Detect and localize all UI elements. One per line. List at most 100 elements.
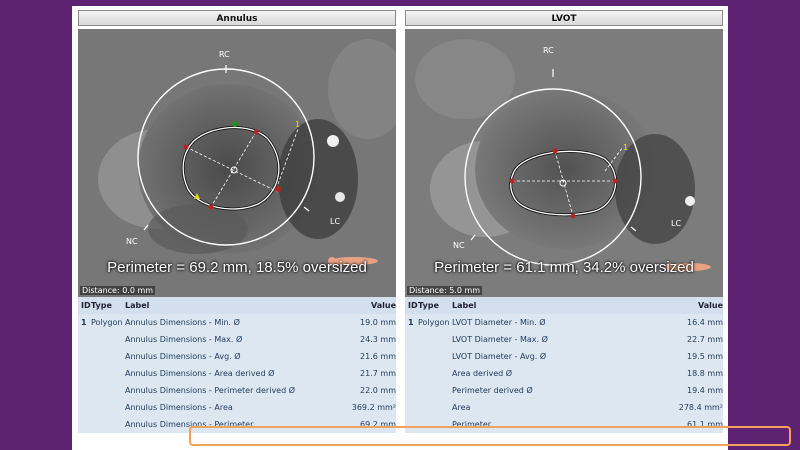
table-row[interactable]: Annulus Dimensions - Avg. Ø 21.6 mm	[78, 348, 396, 365]
cell-label: LVOT Diameter - Min. Ø	[452, 318, 546, 327]
perimeter-row-highlight	[189, 426, 791, 446]
header-id[interactable]: ID	[408, 301, 418, 310]
table-row[interactable]: Perimeter derived Ø 19.4 mm	[405, 382, 723, 399]
annulus-ct-image	[78, 29, 396, 297]
distance-readout: Distance: 5.0 mm	[407, 286, 483, 295]
table-row[interactable]: Perimeter 61.1 mm	[405, 416, 723, 433]
cell-value: 21.7 mm	[360, 369, 396, 378]
table-row[interactable]: Annulus Dimensions - Perimeter derived Ø…	[78, 382, 396, 399]
cell-value: 19.0 mm	[360, 318, 396, 327]
annulus-panel: Annulus	[78, 10, 396, 446]
cell-type	[418, 382, 452, 399]
rc-marker: RC	[219, 50, 230, 59]
table-row[interactable]: Annulus Dimensions - Perimeter 69.2 mm	[78, 416, 396, 433]
slide-canvas: Annulus	[72, 6, 791, 450]
cell-value: 18.8 mm	[687, 369, 723, 378]
header-value[interactable]: Value	[697, 301, 723, 310]
cell-id	[78, 365, 91, 382]
cell-value: 61.1 mm	[687, 420, 723, 429]
header-label[interactable]: Label	[452, 301, 477, 310]
cell-value: 16.4 mm	[687, 318, 723, 327]
cell-type	[91, 382, 125, 399]
header-label[interactable]: Label	[125, 301, 150, 310]
cell-value: 278.4 mm²	[678, 403, 723, 412]
cell-type	[418, 348, 452, 365]
cell-type: Polygon	[91, 318, 123, 327]
table-row[interactable]: Area 278.4 mm²	[405, 399, 723, 416]
cell-type	[91, 348, 125, 365]
cell-type: Polygon	[418, 318, 450, 327]
cell-value: 22.7 mm	[687, 335, 723, 344]
nc-marker: NC	[126, 237, 138, 246]
table-row[interactable]: 1 Polygon Annulus Dimensions - Min. Ø 19.0 …	[78, 314, 396, 331]
cell-label: Perimeter derived Ø	[452, 386, 533, 395]
table-row[interactable]: 1 Polygon LVOT Diameter - Min. Ø 16.4 mm	[405, 314, 723, 331]
table-header: ID Type Label Value	[78, 297, 396, 314]
cell-id	[78, 399, 91, 416]
table-row[interactable]: Annulus Dimensions - Max. Ø 24.3 mm	[78, 331, 396, 348]
table-row[interactable]: LVOT Diameter - Avg. Ø 19.5 mm	[405, 348, 723, 365]
measurement-1-marker[interactable]: 1	[295, 120, 301, 129]
distance-readout: Distance: 0.0 mm	[80, 286, 156, 295]
nc-marker: NC	[453, 241, 465, 250]
cell-id	[78, 331, 91, 348]
perimeter-caption: Perimeter = 61.1 mm, 34.2% oversized	[434, 259, 694, 276]
table-row[interactable]: Annulus Dimensions - Area derived Ø 21.7 …	[78, 365, 396, 382]
cell-id	[78, 348, 91, 365]
cell-value: 369.2 mm²	[351, 403, 396, 412]
cell-label: Annulus Dimensions - Max. Ø	[125, 335, 243, 344]
cell-type	[418, 331, 452, 348]
cell-id	[405, 365, 418, 382]
annulus-panel-title: Annulus	[78, 10, 396, 26]
cell-label: LVOT Diameter - Avg. Ø	[452, 352, 547, 361]
cell-label: Annulus Dimensions - Area	[125, 403, 233, 412]
cell-type	[91, 416, 125, 433]
table-header: ID Type Label Value	[405, 297, 723, 314]
cell-value: 22.0 mm	[360, 386, 396, 395]
cell-value: 19.4 mm	[687, 386, 723, 395]
header-type[interactable]: Type	[418, 301, 439, 310]
cell-label: Annulus Dimensions - Perimeter	[125, 420, 254, 429]
lvot-measurements-table: ID Type Label Value 1 Polygon LVOT Diamete…	[405, 297, 723, 433]
cell-type	[91, 399, 125, 416]
table-row[interactable]: LVOT Diameter - Max. Ø 22.7 mm	[405, 331, 723, 348]
cell-type	[91, 365, 125, 382]
perimeter-caption: Perimeter = 69.2 mm, 18.5% oversized	[107, 259, 367, 276]
cell-id	[78, 382, 91, 399]
lvot-panel-title: LVOT	[405, 10, 723, 26]
annulus-ct-view[interactable]: RC NC LC 1 Perimeter = 69.2 mm, 18.5% ov…	[78, 29, 396, 297]
cell-id	[405, 348, 418, 365]
table-row[interactable]: Annulus Dimensions - Area 369.2 mm²	[78, 399, 396, 416]
cell-label: LVOT Diameter - Max. Ø	[452, 335, 548, 344]
cell-value: 19.5 mm	[687, 352, 723, 361]
lvot-ct-view[interactable]: RC NC LC 1 Perimeter = 61.1 mm, 34.2% ov…	[405, 29, 723, 297]
cell-label: Annulus Dimensions - Perimeter derived Ø	[125, 386, 296, 395]
cell-type	[418, 365, 452, 382]
cell-label: Annulus Dimensions - Min. Ø	[125, 318, 240, 327]
cell-label: Area derived Ø	[452, 369, 513, 378]
cell-value: 24.3 mm	[360, 335, 396, 344]
header-type[interactable]: Type	[91, 301, 112, 310]
cell-label: Area	[452, 403, 471, 412]
cell-id	[405, 331, 418, 348]
cell-id	[405, 399, 418, 416]
cell-id	[405, 382, 418, 399]
cell-id	[78, 416, 91, 433]
cell-id: 1	[408, 318, 414, 327]
cell-id: 1	[81, 318, 87, 327]
cell-label: Annulus Dimensions - Avg. Ø	[125, 352, 241, 361]
lvot-panel: LVOT	[405, 10, 723, 446]
lvot-ct-image	[405, 29, 723, 297]
measurement-1-marker[interactable]: 1	[623, 143, 629, 152]
rc-marker: RC	[543, 46, 554, 55]
cell-label: Annulus Dimensions - Area derived Ø	[125, 369, 275, 378]
annulus-measurements-table: ID Type Label Value 1 Polygon Annulus Dime…	[78, 297, 396, 433]
lc-marker: LC	[671, 219, 682, 228]
header-value[interactable]: Value	[370, 301, 396, 310]
cell-type	[418, 399, 452, 416]
header-id[interactable]: ID	[81, 301, 91, 310]
table-row[interactable]: Area derived Ø 18.8 mm	[405, 365, 723, 382]
cell-value: 69.2 mm	[360, 420, 396, 429]
lc-marker: LC	[330, 217, 341, 226]
cell-type	[91, 331, 125, 348]
